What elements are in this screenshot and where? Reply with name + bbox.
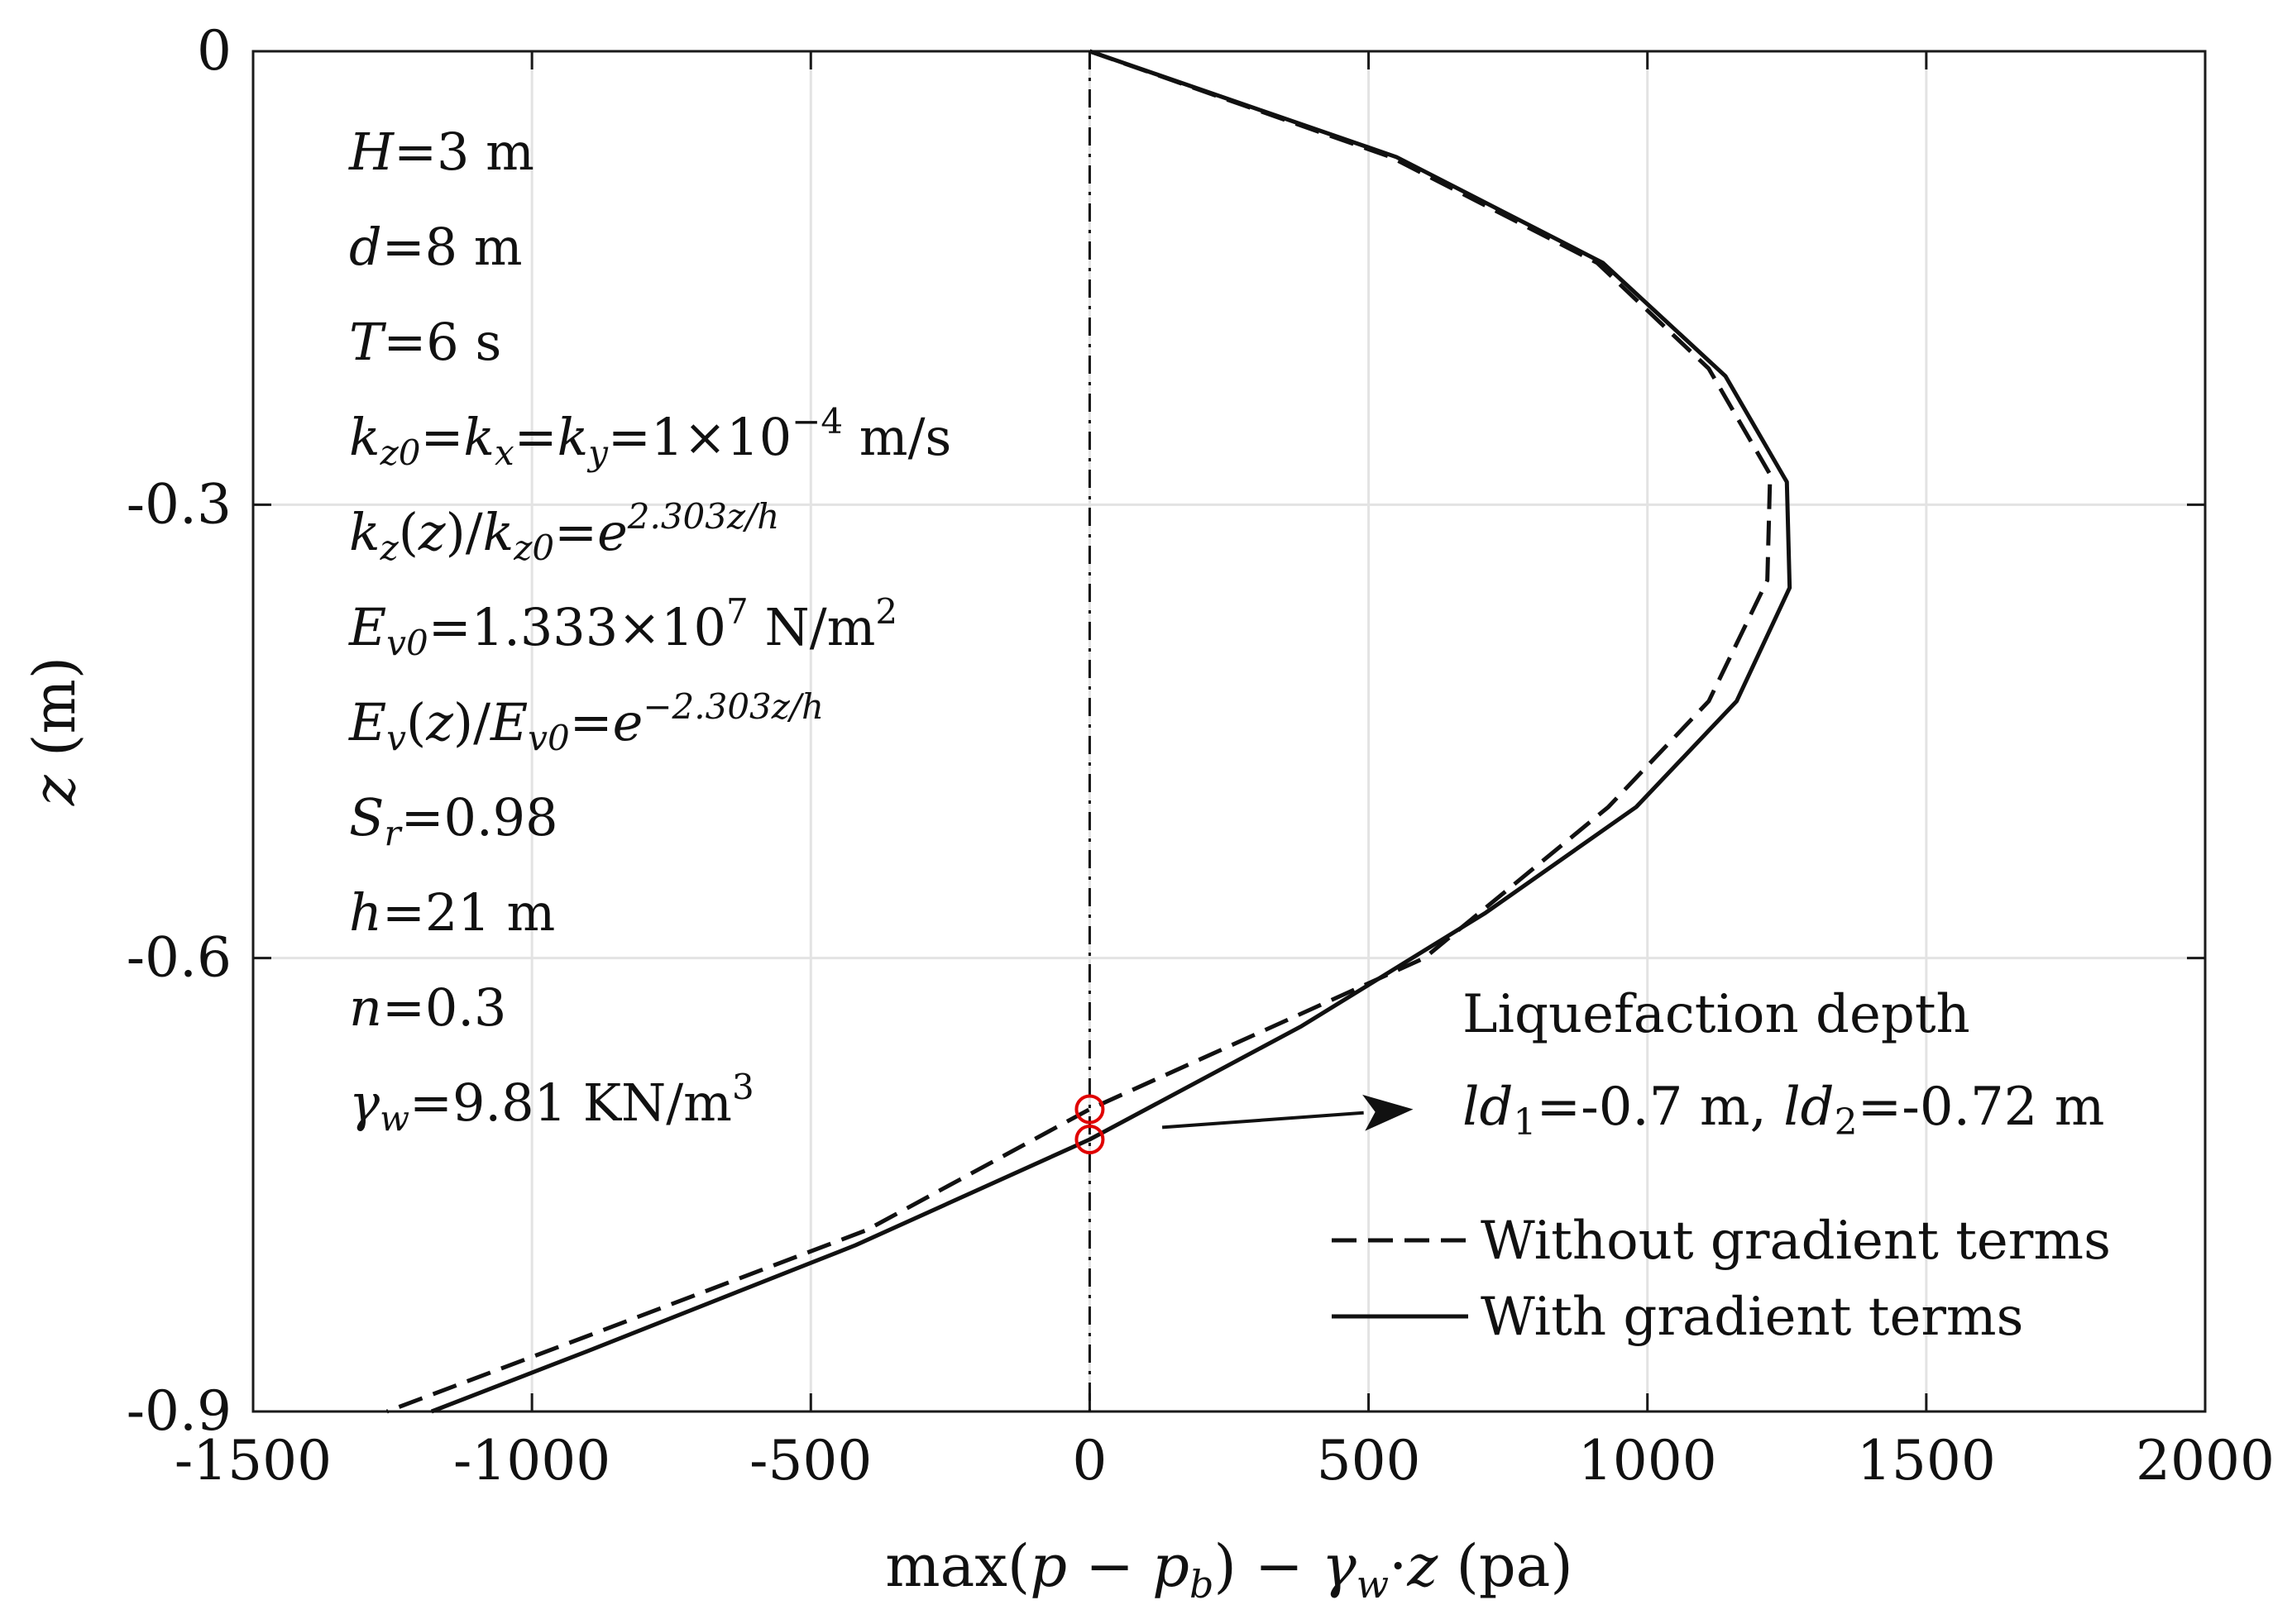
ticks (251, 50, 2207, 1413)
annotation-title: Liquefaction depth (1462, 984, 1970, 1045)
x-tick-label: 2000 (2136, 1429, 2275, 1493)
x-tick-label: -500 (749, 1429, 872, 1493)
liquefaction-marker-1 (1074, 1094, 1105, 1125)
y-tick-label: -0.9 (127, 1379, 232, 1443)
series-group (385, 49, 1792, 1414)
y-tick-label: -0.6 (127, 926, 232, 990)
x-tick-label: 0 (1072, 1429, 1107, 1493)
param-n: n=0.3 (349, 977, 507, 1038)
legend-label-dashed: Without gradient terms (1481, 1211, 2111, 1272)
x-axis-title: max(p − pb) − γw·z (pa) (885, 1532, 1572, 1607)
param-Ev: Ev(z)/Ev0=e−2.303z/h (348, 686, 824, 758)
x-tick-label: -1500 (175, 1429, 332, 1493)
plot-frame (251, 50, 2207, 1413)
y-tick-label: -0.3 (127, 472, 232, 536)
param-gamma-w: γw=9.81 KN/m3 (349, 1067, 754, 1139)
param-H: H=3 m (348, 122, 534, 182)
series-line-without-gradient (385, 49, 1773, 1414)
y-tick-label: 0 (197, 19, 232, 83)
annotation-arrowhead (1362, 1094, 1414, 1131)
x-tick-label: 500 (1317, 1429, 1421, 1493)
x-tick-label: -1000 (453, 1429, 610, 1493)
param-k: kz0=kx=ky=1×10−4 m/s (349, 401, 951, 473)
x-tick-labels: -1500 -1000 -500 0 500 1000 1500 2000 (175, 1429, 2275, 1493)
param-h: h=21 m (349, 882, 555, 943)
param-kz: kz(z)/kz0=e2.303z/h (349, 496, 779, 568)
y-tick-labels: 0 -0.3 -0.6 -0.9 (127, 19, 232, 1443)
x-tick-label: 1000 (1578, 1429, 1717, 1493)
parameter-block: H=3 m d=8 m T=6 s kz0=kx=ky=1×10−4 m/s k… (348, 122, 951, 1139)
param-T: T=6 s (349, 312, 501, 372)
param-Sr: Sr=0.98 (349, 787, 558, 853)
liquefaction-annotation: Liquefaction depth ld1=-0.7 m, ld2=-0.72… (1462, 984, 2104, 1144)
legend: Without gradient terms With gradient ter… (1332, 1211, 2111, 1348)
annotation-arrow (1161, 1111, 1364, 1130)
legend-label-solid: With gradient terms (1481, 1287, 2023, 1348)
liquefaction-marker-2 (1074, 1125, 1105, 1154)
annotation-values: ld1=-0.7 m, ld2=-0.72 m (1462, 1077, 2104, 1144)
param-d: d=8 m (349, 217, 523, 277)
y-axis-title: z (m) (21, 657, 89, 806)
x-tick-label: 1500 (1857, 1429, 1996, 1493)
markers-group (1074, 1094, 1105, 1154)
series-line-with-gradient (430, 49, 1792, 1414)
param-Ev0: Ev0=1.333×107 N/m2 (348, 591, 897, 663)
